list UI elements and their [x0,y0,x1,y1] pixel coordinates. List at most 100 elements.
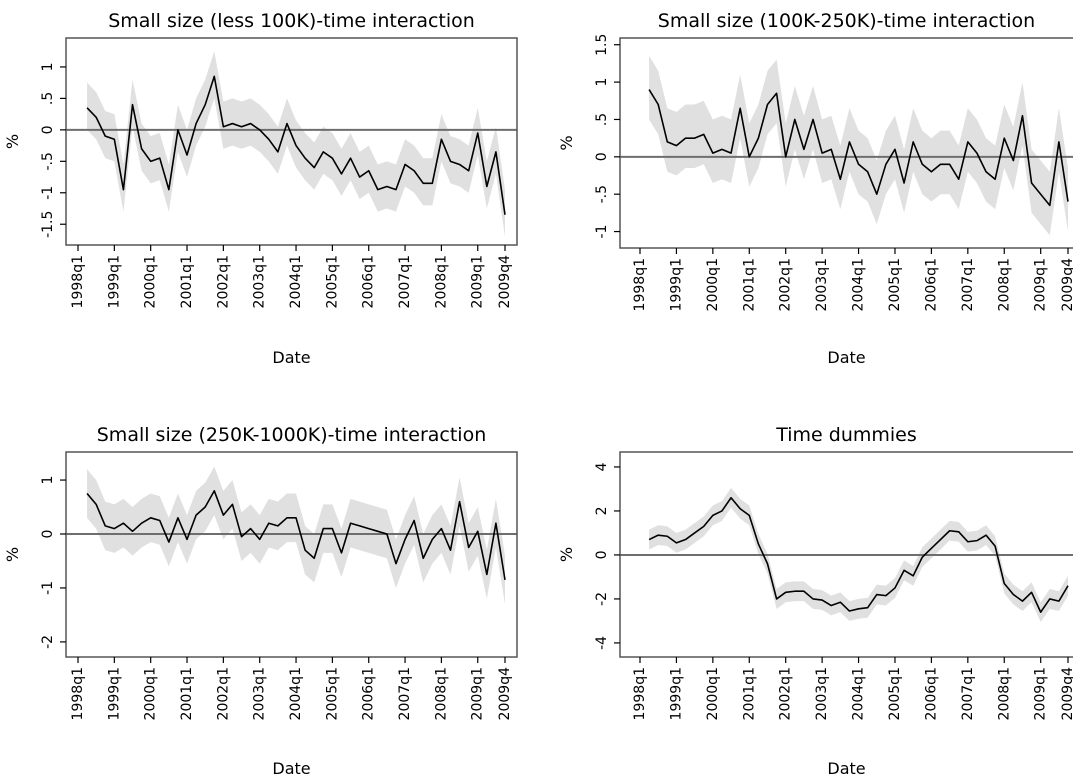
plot-frame [65,451,518,658]
x-tick-label: 2009q1 [1033,667,1049,720]
x-tick-label: 2001q1 [179,667,195,720]
y-tick-label: 1 [594,78,610,87]
panel: 1 .5 0 -.5 -1 -1.5 1998q1 1999q1 2000q1 2001q1 200… [3,10,518,367]
x-tick-label: 2002q1 [778,667,794,720]
x-tick-label: 1998q1 [632,667,648,720]
x-tick-label: 2000q1 [143,667,159,720]
x-tick-label: 2009q1 [1033,258,1049,311]
x-tick-label: 2000q1 [705,667,721,720]
y-axis-label: % [3,134,22,149]
x-tick-label: 2000q1 [705,258,721,311]
x-axis-label: Date [272,759,310,778]
y-tick-label: -1 [40,186,56,200]
x-tick-label: 2002q1 [215,667,231,720]
y-tick-label: -4 [594,636,610,650]
series-line [86,490,506,580]
x-axis-label: Date [827,759,865,778]
chart-title: Time dummies [775,424,917,446]
x-tick-label: 2002q1 [215,255,231,308]
confidence-band [649,55,1068,236]
y-tick-label: -1.5 [40,211,56,238]
x-tick-label: 2001q1 [741,258,757,311]
x-tick-label: 2007q1 [960,258,976,311]
y-tick-label: 2 [594,506,610,515]
x-tick-label: 2009q4 [497,667,513,721]
x-tick-label: 2001q1 [179,255,195,308]
x-tick-label: 1998q1 [632,258,648,311]
x-tick-label: 2009q1 [470,667,486,720]
x-tick-label: 2003q1 [814,258,830,311]
x-tick-label: 1999q1 [106,255,122,308]
x-tick-label: 2009q4 [1060,258,1073,312]
x-tick-label: 2006q1 [923,667,939,720]
x-tick-label: 2003q1 [252,667,268,720]
x-tick-label: 1998q1 [70,667,86,720]
y-tick-label: .5 [594,113,610,126]
x-tick-label: 2006q1 [361,255,377,308]
chart-title: Small size (100K-250K)-time interaction [658,10,1035,32]
x-tick-label: 2001q1 [741,667,757,720]
y-axis-label: % [3,547,22,562]
panel: 1 0 -1 -2 1998q1 1999q1 2000q1 2001q1 2002q1 2003… [3,424,518,778]
confidence-band [649,487,1068,623]
x-tick-label: 2000q1 [143,255,159,308]
x-tick-label: 2002q1 [778,258,794,311]
x-tick-label: 2008q1 [996,667,1012,720]
series-line [86,75,506,215]
x-tick-label: 2009q1 [470,255,486,308]
x-axis-label: Date [827,348,865,367]
y-tick-label: -2 [40,635,56,649]
x-tick-label: 2004q1 [851,258,867,311]
y-tick-label: 1 [40,476,56,485]
x-tick-label: 2009q4 [497,255,513,309]
y-tick-label: 4 [594,462,610,471]
y-axis-label: % [557,135,576,150]
series-line [648,89,1069,207]
x-tick-label: 1999q1 [106,667,122,720]
x-tick-label: 2003q1 [814,667,830,720]
y-tick-label: 1.5 [594,34,610,56]
x-tick-label: 2007q1 [397,667,413,720]
x-tick-label: 1999q1 [668,258,684,311]
x-tick-label: 2008q1 [996,258,1012,311]
x-tick-label: 1999q1 [668,667,684,720]
series-line [648,496,1069,613]
y-tick-label: -1 [594,225,610,239]
plot-frame [619,37,1073,249]
x-tick-label: 2009q4 [1060,667,1073,721]
y-tick-label: 1 [40,62,56,71]
x-tick-label: 2005q1 [887,258,903,311]
y-tick-label: 0 [40,125,56,134]
y-tick-label: .5 [40,92,56,105]
x-tick-label: 1998q1 [70,255,86,308]
confidence-band [87,466,505,605]
y-tick-label: -1 [40,581,56,595]
x-tick-label: 2008q1 [433,667,449,720]
x-tick-label: 2005q1 [324,667,340,720]
y-tick-label: 0 [594,152,610,161]
y-tick-label: -2 [594,592,610,606]
x-tick-label: 2007q1 [960,667,976,720]
chart-title: Small size (less 100K)-time interaction [108,10,475,32]
chart-title: Small size (250K-1000K)-time interaction [97,424,487,446]
x-tick-label: 2005q1 [324,255,340,308]
y-tick-label: -.5 [40,152,56,170]
x-tick-label: 2007q1 [397,255,413,308]
x-axis-label: Date [272,348,310,367]
y-tick-label: -.5 [594,185,610,203]
x-tick-label: 2006q1 [361,667,377,720]
x-tick-label: 2006q1 [923,258,939,311]
x-tick-label: 2003q1 [252,255,268,308]
x-tick-label: 2004q1 [288,255,304,308]
x-tick-label: 2004q1 [288,667,304,720]
x-tick-label: 2005q1 [887,667,903,720]
x-tick-label: 2008q1 [433,255,449,308]
y-axis-label: % [557,547,576,562]
y-tick-label: 0 [40,530,56,539]
panel: 4 2 0 -2 -4 1998q1 1999q1 2000q1 2001q1 2002q1 200… [557,424,1073,778]
y-tick-label: 0 [594,550,610,559]
plot-frame [65,37,518,246]
